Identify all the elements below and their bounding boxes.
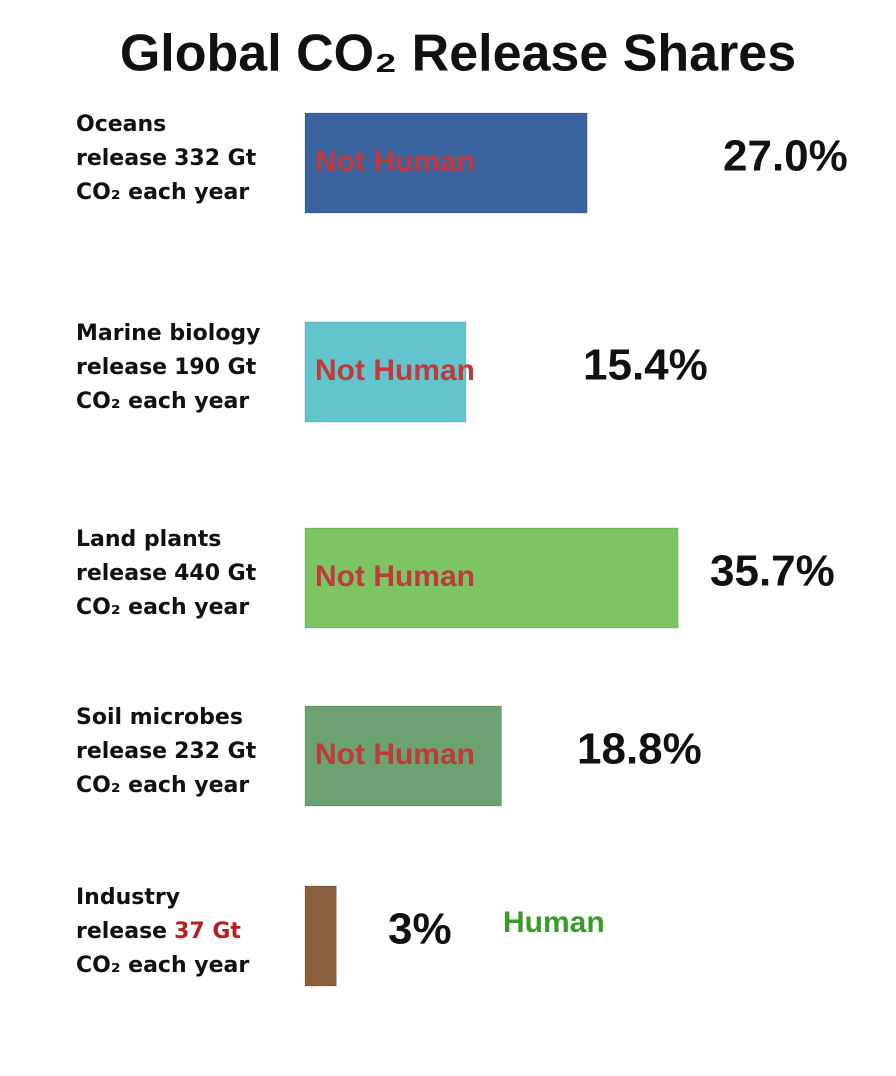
release-amount: 190 Gt — [174, 355, 257, 380]
release-line: release 440 Gt — [76, 561, 257, 586]
release-line: release 37 Gt — [76, 919, 241, 944]
release-amount: 440 Gt — [174, 561, 257, 586]
release-tail: CO₂ each year — [76, 953, 249, 978]
release-word: release — [76, 355, 167, 380]
category-name: Land plants — [76, 527, 221, 552]
bar — [304, 112, 588, 214]
bar-label: Not Human — [315, 738, 475, 771]
value-label: 3% — [388, 905, 452, 954]
value-label: 27.0% — [723, 132, 848, 181]
category-name: Industry — [76, 885, 180, 910]
category-name: Marine biology — [76, 321, 261, 346]
bar — [304, 527, 679, 629]
release-word: release — [76, 561, 167, 586]
value-label: 15.4% — [583, 341, 708, 390]
release-line: release 332 Gt — [76, 146, 257, 171]
category-name: Oceans — [76, 112, 166, 137]
bar — [304, 885, 337, 987]
release-amount: 232 Gt — [174, 739, 257, 764]
bar — [304, 705, 502, 807]
release-amount: 37 Gt — [174, 919, 241, 944]
release-word: release — [76, 146, 167, 171]
release-amount: 332 Gt — [174, 146, 257, 171]
bar-label: Not Human — [315, 145, 475, 178]
value-label: 18.8% — [577, 725, 702, 774]
chart-title: Global CO₂ Release Shares — [120, 25, 796, 83]
bar-label: Not Human — [315, 354, 475, 387]
release-tail: CO₂ each year — [76, 180, 249, 205]
release-word: release — [76, 919, 167, 944]
release-line: release 232 Gt — [76, 739, 257, 764]
value-label: 35.7% — [710, 547, 835, 596]
category-name: Soil microbes — [76, 705, 243, 730]
release-tail: CO₂ each year — [76, 389, 249, 414]
release-tail: CO₂ each year — [76, 773, 249, 798]
bar-label: Not Human — [315, 560, 475, 593]
bar — [304, 321, 467, 423]
release-tail: CO₂ each year — [76, 595, 249, 620]
bar-label: Human — [503, 906, 605, 939]
release-line: release 190 Gt — [76, 355, 257, 380]
release-word: release — [76, 739, 167, 764]
